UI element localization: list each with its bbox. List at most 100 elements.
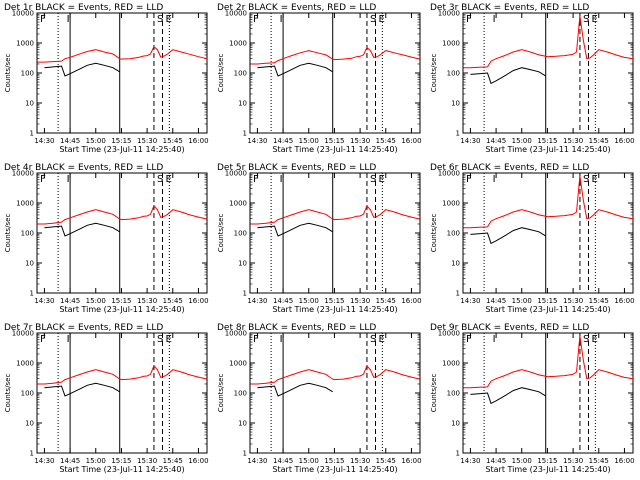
x-axis-label: Start Time (23-Jul-11 14:25:40) [272, 465, 397, 474]
x-tick-label: 14:30 [247, 297, 267, 305]
x-tick-label: 16:00 [614, 457, 634, 465]
x-tick-label: 14:30 [34, 137, 54, 145]
lld-series-line [37, 45, 208, 63]
f-label: F [253, 334, 259, 345]
x-tick-label: 15:15 [111, 297, 131, 305]
marker-label-e: E [592, 174, 598, 185]
y-tick-label: 1 [456, 290, 460, 298]
marker-label-e: E [592, 334, 598, 345]
x-tick-label: 14:30 [460, 137, 480, 145]
x-axis-label: Start Time (23-Jul-11 14:25:40) [485, 465, 610, 474]
x-tick-label: 15:00 [512, 137, 532, 145]
y-tick-label: 10000 [12, 10, 34, 18]
y-tick-label: 1000 [16, 360, 34, 368]
panel-3: Det 3r BLACK = Events, RED = LLD 1 10 100 10… [430, 3, 635, 154]
lld-series-line [250, 364, 421, 385]
f-label: F [253, 14, 259, 25]
x-tick-label: 15:15 [537, 297, 557, 305]
x-tick-label: 15:45 [163, 297, 183, 305]
plot-frame [462, 12, 634, 134]
events-series-line [470, 387, 546, 405]
x-tick-label: 15:00 [512, 297, 532, 305]
marker-label-e: E [379, 334, 385, 345]
y-tick-label: 1000 [442, 200, 460, 208]
x-tick-label: 15:00 [86, 297, 106, 305]
panel-9: Det 9r BLACK = Events, RED = LLD 1 10 100 10… [430, 323, 635, 474]
marker-label-s: S [583, 174, 589, 185]
panel-title: Det 8r BLACK = Events, RED = LLD [217, 323, 376, 333]
x-axis-label: Start Time (23-Jul-11 14:25:40) [59, 465, 184, 474]
x-tick-label: 15:15 [111, 137, 131, 145]
y-tick-label: 10 [451, 100, 460, 108]
x-tick-label: 14:45 [273, 137, 293, 145]
f-label: F [40, 14, 46, 25]
plot-frame [249, 172, 421, 294]
f-label: F [40, 174, 46, 185]
y-tick-label: 100 [447, 70, 460, 78]
y-tick-label: 10 [25, 420, 34, 428]
x-axis-label: Start Time (23-Jul-11 14:25:40) [59, 305, 184, 314]
panel-8: Det 8r BLACK = Events, RED = LLD 1 10 100 10… [217, 323, 422, 474]
marker-label-s: S [157, 174, 163, 185]
y-tick-label: 10 [25, 100, 34, 108]
y-tick-label: 1 [243, 450, 247, 458]
x-tick-label: 14:30 [460, 457, 480, 465]
x-tick-label: 14:45 [60, 297, 80, 305]
marker-label-s: S [583, 14, 589, 25]
y-tick-label: 10000 [225, 330, 247, 338]
y-tick-label: 10000 [438, 10, 460, 18]
x-tick-label: 15:45 [589, 297, 609, 305]
y-axis-label: Counts/sec [217, 214, 225, 253]
i-label: I [67, 14, 70, 25]
y-tick-label: 100 [234, 230, 247, 238]
panel-2: Det 2r BLACK = Events, RED = LLD 1 10 100 10… [217, 3, 422, 154]
y-tick-label: 1000 [16, 40, 34, 48]
y-axis-label: Counts/sec [430, 54, 438, 93]
marker-label-s: S [370, 14, 376, 25]
panel-1: Det 1r BLACK = Events, RED = LLD 1 10 100 10… [4, 3, 209, 154]
x-tick-label: 16:00 [401, 297, 421, 305]
panel-title: Det 6r BLACK = Events, RED = LLD [430, 163, 589, 173]
y-tick-label: 10000 [438, 170, 460, 178]
x-tick-label: 14:45 [486, 137, 506, 145]
x-tick-label: 15:30 [350, 297, 370, 305]
y-tick-label: 100 [21, 70, 34, 78]
x-tick-label: 15:00 [512, 457, 532, 465]
x-tick-label: 15:45 [589, 457, 609, 465]
x-tick-label: 15:30 [137, 137, 157, 145]
x-tick-label: 15:00 [299, 457, 319, 465]
x-tick-label: 16:00 [188, 457, 208, 465]
y-axis-label: Counts/sec [430, 214, 438, 253]
lld-series-line [37, 204, 208, 225]
marker-label-s: S [583, 334, 589, 345]
y-tick-label: 100 [21, 390, 34, 398]
f-label: F [466, 14, 472, 25]
x-tick-label: 15:00 [86, 457, 106, 465]
i-label: I [67, 334, 70, 345]
f-label: F [466, 334, 472, 345]
plot-frame [462, 332, 634, 454]
y-tick-label: 100 [234, 70, 247, 78]
y-tick-label: 1 [456, 450, 460, 458]
x-tick-label: 14:45 [486, 297, 506, 305]
y-tick-label: 10 [25, 260, 34, 268]
y-tick-label: 1 [30, 130, 34, 138]
y-tick-label: 100 [21, 230, 34, 238]
y-tick-label: 100 [447, 390, 460, 398]
x-tick-label: 15:30 [137, 297, 157, 305]
plot-frame [249, 332, 421, 454]
plot-frame [249, 12, 421, 134]
marker-label-s: S [370, 334, 376, 345]
x-tick-label: 15:15 [324, 137, 344, 145]
i-label: I [67, 174, 70, 185]
y-tick-label: 10000 [12, 170, 34, 178]
x-tick-label: 15:30 [563, 297, 583, 305]
x-tick-label: 15:15 [324, 457, 344, 465]
panel-6: Det 6r BLACK = Events, RED = LLD 1 10 100 10… [430, 163, 635, 314]
plot-frame [36, 12, 208, 134]
f-label: F [40, 334, 46, 345]
y-axis-label: Counts/sec [4, 214, 12, 253]
y-tick-label: 1 [30, 290, 34, 298]
panel-title: Det 3r BLACK = Events, RED = LLD [430, 3, 589, 13]
